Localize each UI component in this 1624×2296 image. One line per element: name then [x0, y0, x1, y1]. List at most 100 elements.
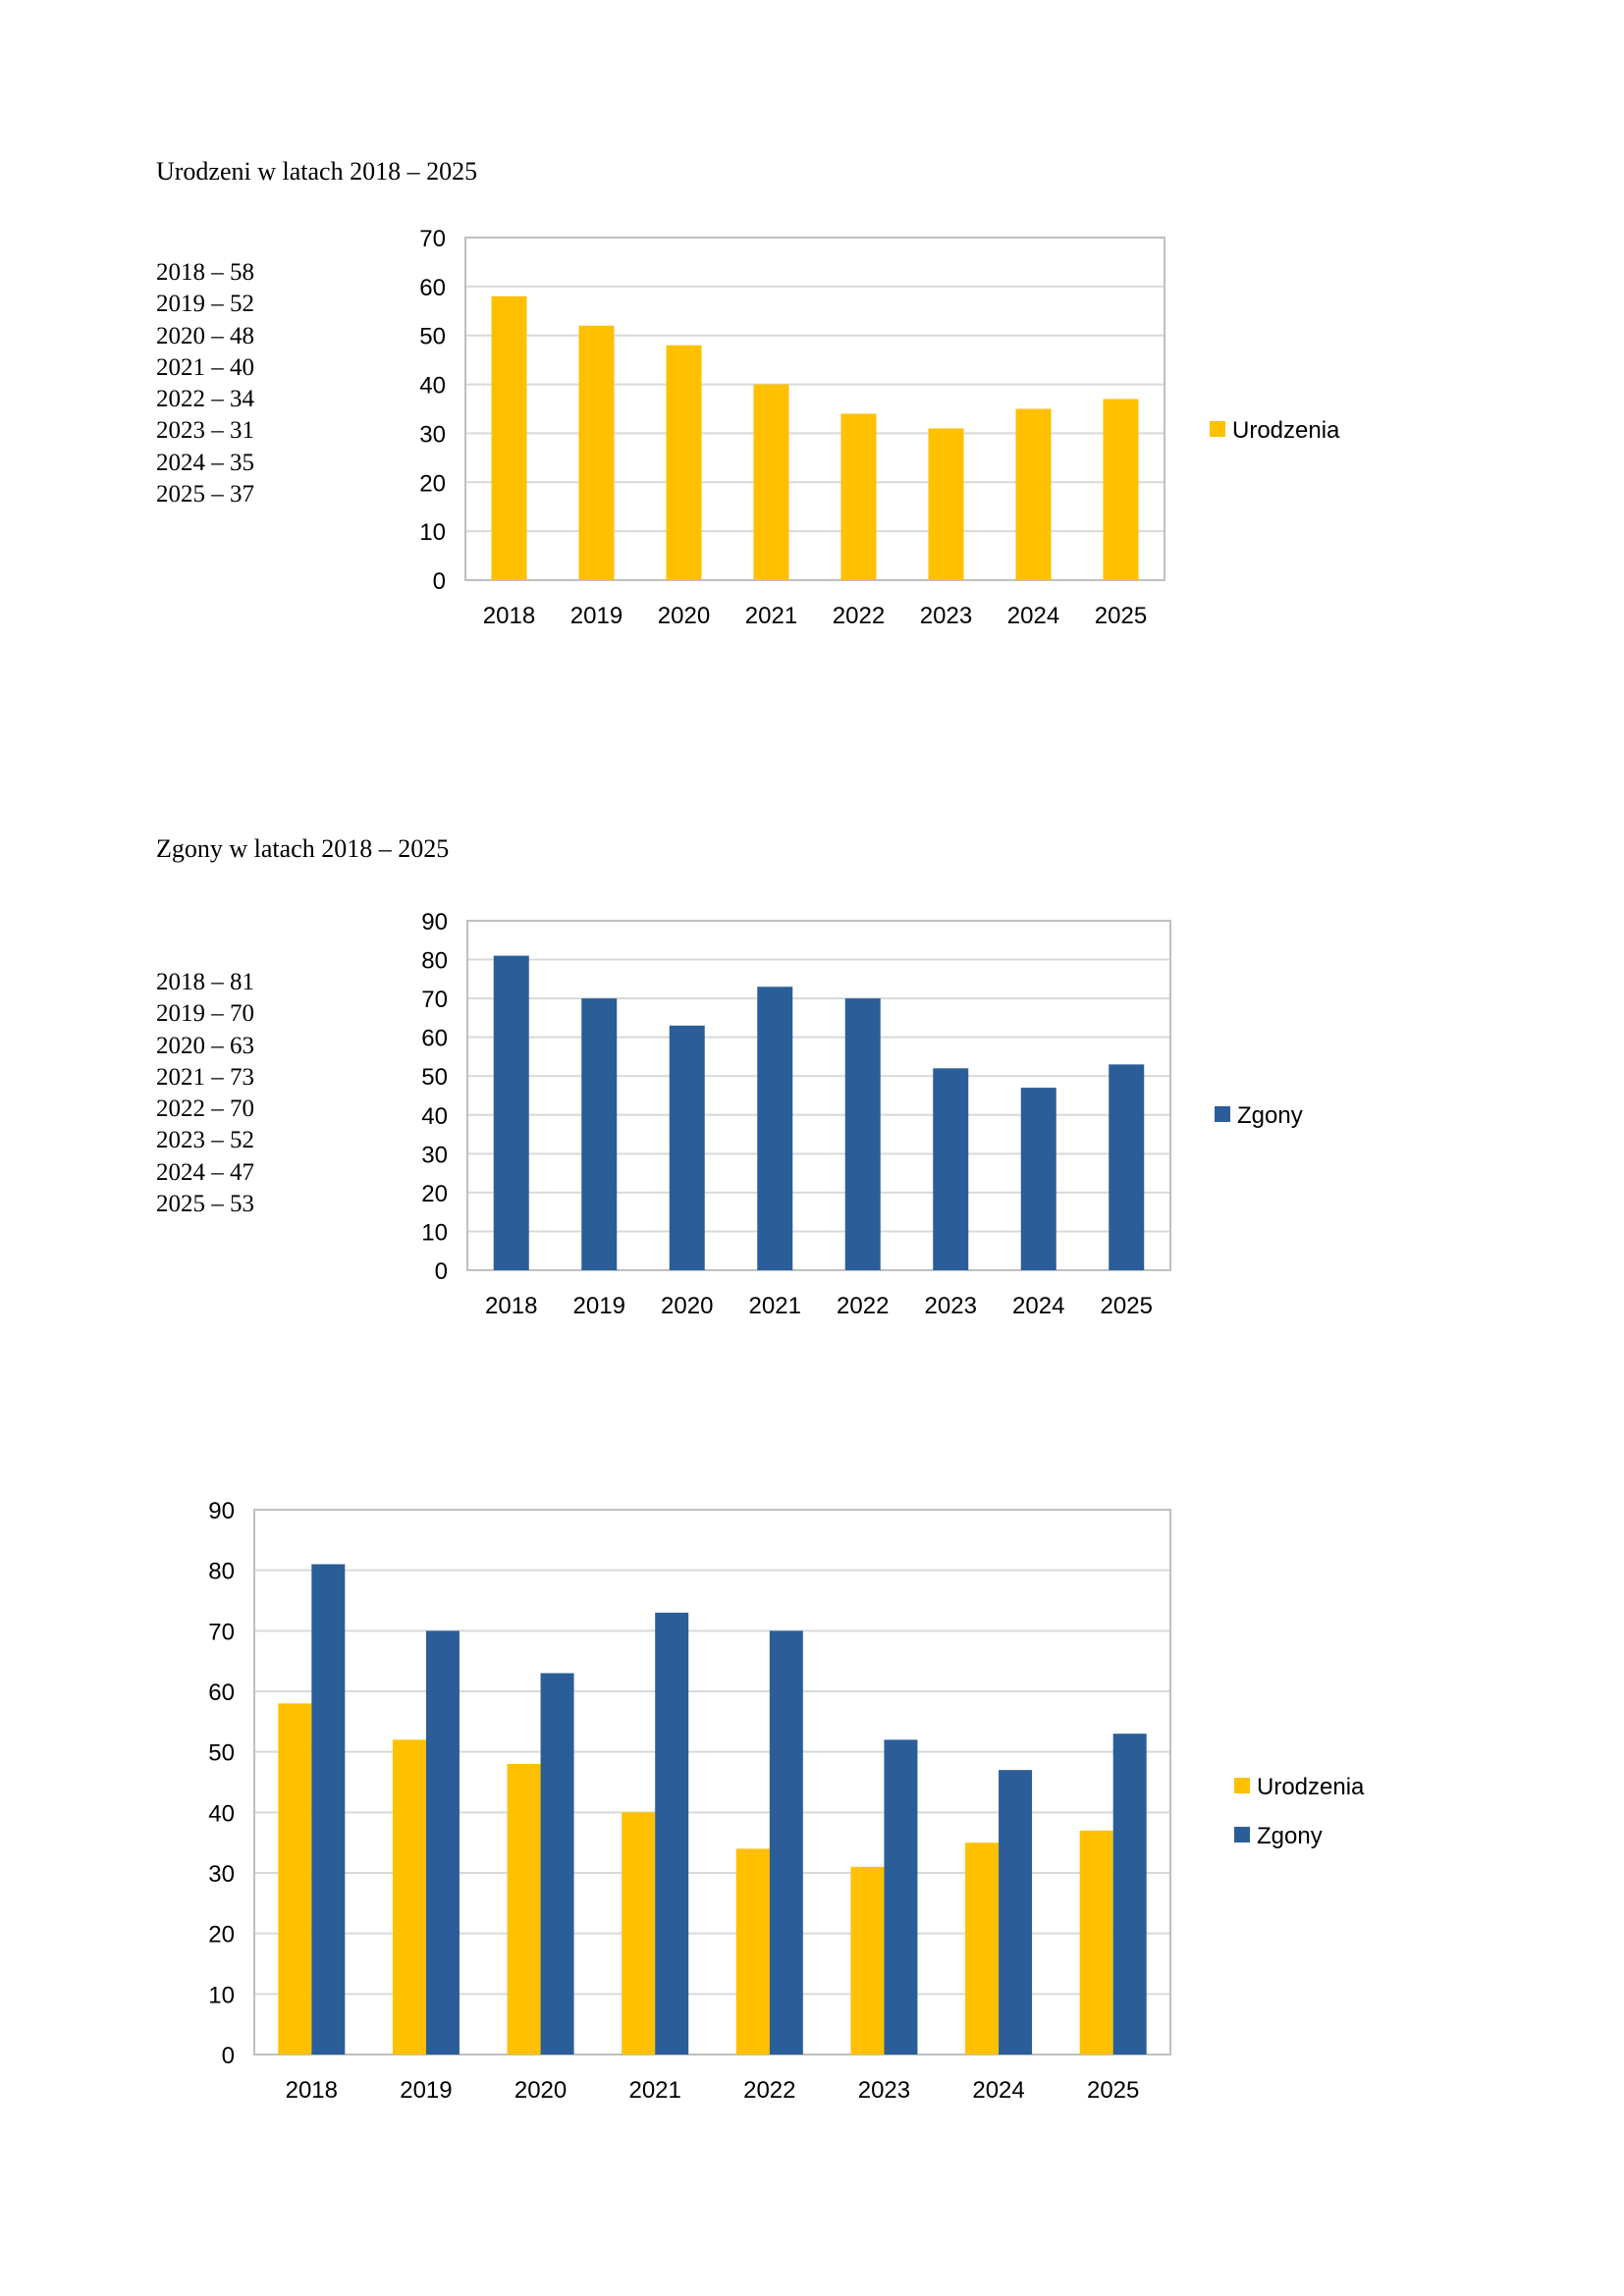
y-tick-label: 40 — [208, 1800, 235, 1827]
births-chart: 0 10 20 30 40 50 60 70 2018 2019 2020 2021 2022 2023 2… — [419, 226, 1340, 629]
bar-zgony-2019 — [581, 998, 618, 1270]
x-tick-label: 2024 — [1012, 1293, 1064, 1319]
x-tick-label: 2023 — [858, 2077, 910, 2104]
y-tick-label: 60 — [419, 275, 446, 301]
y-tick-label: 0 — [435, 1258, 448, 1285]
bar-urodzenia-2023 — [928, 428, 964, 580]
y-tick-label: 10 — [208, 1982, 235, 2008]
x-tick-label: 2025 — [1095, 603, 1147, 629]
bar-urodzenia-2024 — [1015, 408, 1052, 580]
bar-zgony-2023 — [884, 1739, 918, 2055]
legend-swatch — [1234, 1827, 1250, 1842]
births-list-item: 2025 – 37 — [156, 481, 254, 508]
legend-label: Urodzenia — [1232, 417, 1340, 444]
y-tick-label: 80 — [421, 948, 448, 975]
x-tick-label: 2022 — [833, 603, 885, 629]
bar-zgony-2020 — [669, 1025, 705, 1270]
y-tick-label: 90 — [421, 909, 448, 935]
bar-urodzenia-2021 — [622, 1812, 656, 2055]
deaths-list-item: 2018 – 81 — [156, 969, 254, 995]
bar-zgony-2018 — [311, 1564, 346, 2055]
bar-urodzenia-2022 — [735, 1848, 770, 2055]
y-tick-label: 10 — [419, 519, 446, 546]
legend-swatch — [1215, 1106, 1230, 1122]
section2-title: Zgony w latach 2018 – 2025 — [156, 834, 450, 863]
bar-zgony-2025 — [1109, 1064, 1145, 1270]
y-tick-label: 30 — [421, 1142, 448, 1168]
y-tick-label: 70 — [421, 987, 448, 1013]
x-tick-label: 2018 — [485, 1293, 537, 1319]
x-tick-label: 2025 — [1101, 1293, 1153, 1319]
legend-label: Zgony — [1257, 1823, 1323, 1849]
bar-zgony-2024 — [999, 1770, 1033, 2055]
plot-area-border — [466, 920, 1171, 1271]
x-tick-label: 2018 — [286, 2077, 338, 2104]
legend-swatch — [1210, 421, 1225, 437]
births-list-item: 2023 – 31 — [156, 417, 254, 445]
x-tick-label: 2020 — [514, 2077, 567, 2104]
bar-urodzenia-2025 — [1079, 1830, 1113, 2055]
bar-zgony-2020 — [540, 1673, 574, 2055]
x-tick-label: 2023 — [925, 1293, 977, 1319]
y-tick-label: 80 — [208, 1559, 235, 1585]
x-tick-label: 2019 — [400, 2077, 452, 2104]
deaths-list: 2018 – 81 2019 – 70 2020 – 63 2021 – 73 … — [156, 967, 254, 1220]
x-tick-label: 2024 — [972, 2077, 1024, 2104]
x-tick-label: 2024 — [1007, 603, 1059, 629]
deaths-list-item: 2020 – 63 — [156, 1032, 254, 1059]
y-tick-label: 50 — [208, 1740, 235, 1767]
bar-zgony-2022 — [769, 1630, 803, 2055]
y-tick-label: 50 — [421, 1064, 448, 1091]
bar-urodzenia-2020 — [666, 345, 702, 580]
x-tick-label: 2020 — [661, 1293, 713, 1319]
y-tick-label: 0 — [433, 568, 446, 595]
bar-urodzenia-2025 — [1103, 399, 1139, 580]
x-tick-label: 2025 — [1087, 2077, 1139, 2104]
bar-urodzenia-2021 — [753, 384, 789, 580]
bar-zgony-2021 — [655, 1612, 689, 2055]
bar-zgony-2025 — [1112, 1734, 1147, 2055]
x-tick-label: 2021 — [745, 603, 797, 629]
y-tick-label: 10 — [421, 1219, 448, 1246]
deaths-list-item: 2025 – 53 — [156, 1191, 254, 1218]
x-tick-label: 2021 — [628, 2077, 680, 2104]
bar-zgony-2022 — [844, 998, 881, 1270]
legend-swatch — [1234, 1778, 1250, 1793]
y-tick-label: 40 — [421, 1103, 448, 1130]
legend-label: Zgony — [1237, 1102, 1303, 1129]
section1-title: Urodzeni w latach 2018 – 2025 — [156, 157, 478, 186]
y-tick-label: 90 — [208, 1498, 235, 1524]
plot-area-border — [253, 1509, 1171, 2056]
y-tick-label: 50 — [419, 324, 446, 350]
y-tick-label: 70 — [419, 226, 446, 252]
bar-zgony-2019 — [425, 1630, 460, 2055]
bar-urodzenia-2018 — [491, 295, 527, 580]
births-list-item: 2024 – 35 — [156, 449, 254, 476]
bar-urodzenia-2022 — [840, 413, 877, 580]
y-tick-label: 60 — [421, 1026, 448, 1052]
bar-zgony-2023 — [933, 1068, 969, 1270]
y-tick-label: 30 — [419, 421, 446, 448]
bar-urodzenia-2019 — [578, 325, 615, 580]
bar-urodzenia-2023 — [850, 1866, 885, 2055]
deaths-list-item: 2023 – 52 — [156, 1127, 254, 1154]
combined-chart: 0 10 20 30 40 50 60 70 80 90 2018 2019 2020 2021 2022 2… — [208, 1498, 1365, 2104]
x-tick-label: 2018 — [483, 603, 535, 629]
deaths-list-item: 2022 – 70 — [156, 1095, 254, 1123]
deaths-list-item: 2024 – 47 — [156, 1158, 254, 1186]
births-list-item: 2021 – 40 — [156, 353, 254, 381]
y-tick-label: 40 — [419, 373, 446, 400]
x-tick-label: 2022 — [743, 2077, 795, 2104]
bar-urodzenia-2018 — [278, 1703, 312, 2055]
x-tick-label: 2020 — [658, 603, 710, 629]
y-tick-label: 20 — [208, 1922, 235, 1949]
bar-urodzenia-2020 — [507, 1764, 541, 2055]
deaths-list-item: 2021 – 73 — [156, 1063, 254, 1091]
bar-zgony-2024 — [1020, 1088, 1056, 1270]
y-tick-label: 70 — [208, 1619, 235, 1645]
y-tick-label: 60 — [208, 1680, 235, 1706]
bar-urodzenia-2024 — [965, 1842, 1000, 2055]
plot-area-border — [464, 237, 1165, 581]
x-tick-label: 2023 — [920, 603, 972, 629]
